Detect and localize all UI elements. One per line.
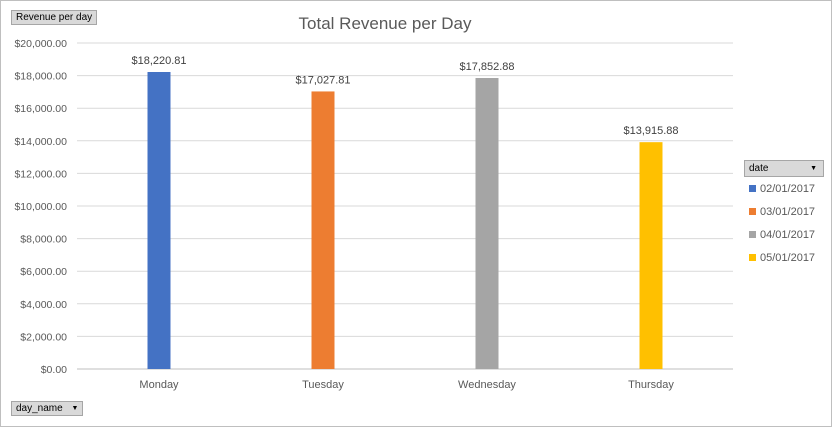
- x-tick-label: Monday: [139, 379, 179, 391]
- x-axis: Monday Tuesday Wednesday Thursday: [139, 379, 674, 391]
- bar: [639, 142, 663, 369]
- legend-label: 05/01/2017: [760, 252, 816, 264]
- legend-field-label: date: [749, 163, 769, 174]
- y-axis: $0.00 $2,000.00 $4,000.00 $6,000.00 $8,000.0…: [14, 38, 67, 376]
- axis-field-button[interactable]: day_name ▼: [11, 401, 83, 416]
- values-field-label: Revenue per day: [16, 12, 93, 23]
- gridlines: [77, 42, 733, 370]
- y-tick-label: $2,000.00: [20, 331, 67, 343]
- x-tick-label: Tuesday: [302, 379, 344, 391]
- legend-field-button[interactable]: date ▼: [744, 160, 824, 177]
- y-tick-label: $0.00: [41, 364, 67, 376]
- y-tick-label: $18,000.00: [14, 71, 67, 83]
- legend-swatch: [749, 184, 756, 192]
- data-label: $17,852.88: [459, 61, 514, 73]
- bars: [147, 72, 663, 370]
- legend-item: 03/01/2017: [749, 206, 815, 218]
- dropdown-arrow-icon[interactable]: ▼: [71, 405, 79, 412]
- legend-label: 03/01/2017: [760, 206, 816, 218]
- legend-label: 04/01/2017: [760, 229, 816, 241]
- legend-label: 02/01/2017: [760, 183, 816, 195]
- bar: [147, 72, 171, 369]
- legend-swatch: [749, 253, 756, 261]
- legend-item: 04/01/2017: [749, 229, 815, 241]
- legend-item: 02/01/2017: [749, 183, 815, 195]
- legend-item: 05/01/2017: [749, 252, 815, 264]
- bar: [311, 91, 335, 370]
- legend-swatch: [749, 207, 756, 215]
- y-tick-label: $6,000.00: [20, 266, 67, 278]
- y-tick-label: $20,000.00: [14, 38, 67, 50]
- data-labels: $18,220.81 $17,027.81 $17,852.88 $13,915.88: [131, 55, 678, 137]
- data-label: $17,027.81: [295, 74, 350, 86]
- y-tick-label: $8,000.00: [20, 234, 67, 246]
- values-field-button[interactable]: Revenue per day: [11, 10, 98, 25]
- y-tick-label: $4,000.00: [20, 299, 67, 311]
- y-tick-label: $12,000.00: [14, 168, 67, 180]
- x-tick-label: Thursday: [628, 379, 674, 391]
- dropdown-arrow-icon[interactable]: ▼: [810, 165, 817, 172]
- chart-title: Total Revenue per Day: [299, 14, 472, 33]
- axis-field-label: day_name: [16, 403, 63, 414]
- y-tick-label: $10,000.00: [14, 201, 67, 213]
- bar: [475, 77, 499, 370]
- data-label: $18,220.81: [131, 55, 186, 67]
- data-label: $13,915.88: [623, 125, 678, 137]
- y-tick-label: $14,000.00: [14, 136, 67, 148]
- x-tick-label: Wednesday: [458, 379, 516, 391]
- y-tick-label: $16,000.00: [14, 103, 67, 115]
- legend-swatch: [749, 230, 756, 238]
